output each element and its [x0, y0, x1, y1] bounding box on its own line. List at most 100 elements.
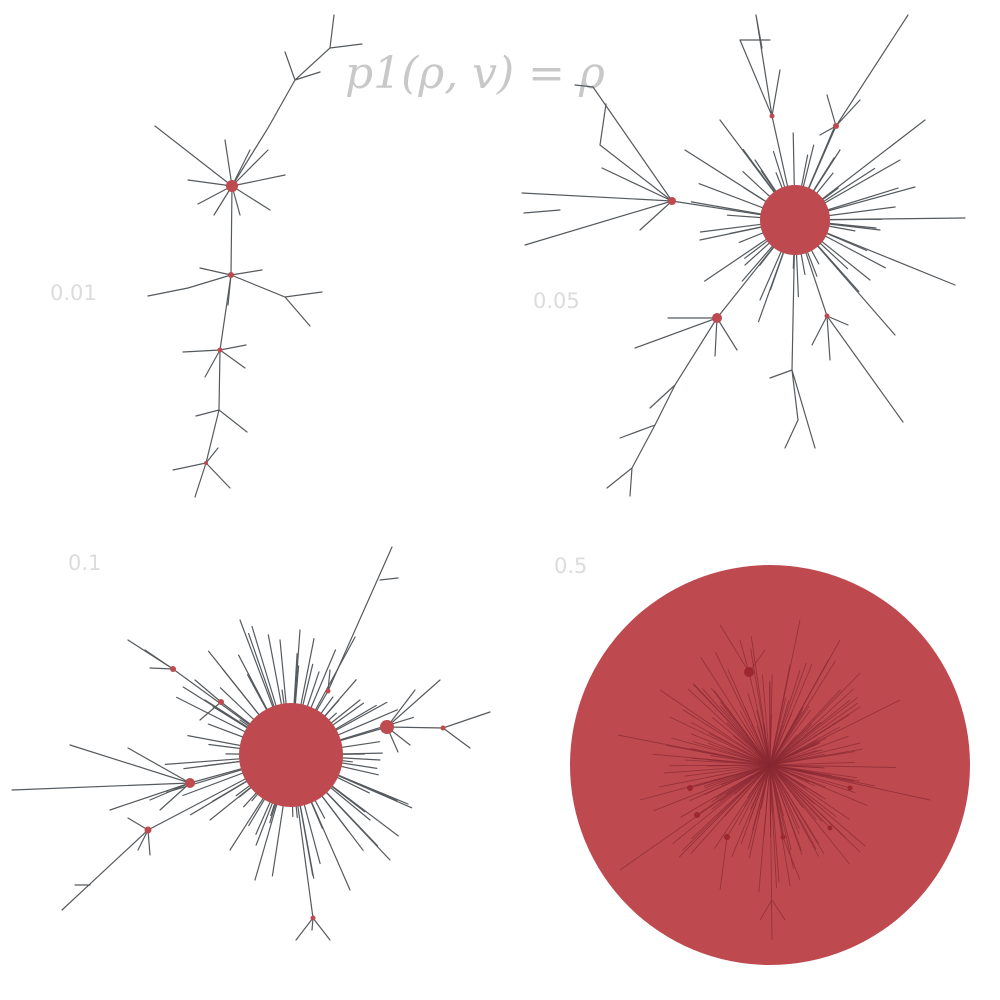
network-edge [756, 709, 771, 766]
network-panel-1 [147, 14, 363, 498]
network-edge [769, 697, 787, 766]
hub-node [833, 123, 839, 129]
network-edge [672, 764, 771, 845]
hub-node [724, 834, 730, 840]
network-edge [685, 759, 771, 766]
network-edge [695, 764, 771, 787]
network-edge [719, 764, 771, 802]
network-edge [769, 764, 856, 794]
hub-node [310, 915, 316, 921]
panel-label-3: 0.1 [68, 551, 101, 575]
hub-node [668, 197, 676, 205]
network-edge [761, 674, 771, 766]
network-edge [769, 764, 791, 887]
network-4-edges [617, 619, 931, 941]
network-edge [720, 701, 771, 766]
network-edge [739, 710, 771, 766]
hub-node [744, 667, 754, 677]
network-edge [769, 764, 784, 817]
network-edge [684, 764, 771, 777]
network-edge [724, 764, 771, 817]
network-edge [707, 764, 771, 767]
hub-node [694, 812, 700, 818]
panel-label-1: 0.01 [50, 281, 97, 305]
network-edge [769, 688, 855, 766]
hub-node [687, 785, 693, 791]
network-edge [769, 660, 836, 766]
hub-node [827, 825, 833, 831]
network-edge [769, 764, 850, 820]
network-edge [769, 764, 815, 805]
hub-node [170, 666, 176, 672]
network-edge [769, 764, 875, 787]
hub-node [380, 720, 394, 734]
network-edge [756, 725, 771, 766]
network-edge [769, 764, 825, 854]
network-edge [691, 722, 771, 766]
network-edge [715, 764, 771, 798]
network-edge [762, 723, 771, 766]
network-3-hubs [144, 666, 446, 921]
network-panel-2 [521, 14, 966, 497]
hub-node [228, 272, 234, 278]
hub-node [204, 461, 208, 465]
network-edge [769, 713, 793, 766]
network-edge [700, 657, 771, 766]
network-edge [769, 764, 820, 857]
network-panel-3 [11, 546, 491, 941]
network-edge [769, 664, 791, 766]
network-edge [769, 702, 859, 766]
network-edge [747, 764, 771, 850]
network-edge [712, 717, 771, 766]
network-edge [690, 748, 771, 766]
network-1-edges [147, 14, 363, 498]
hub-node [144, 826, 152, 834]
network-edge [769, 764, 804, 809]
network-edge [769, 764, 780, 883]
network-edge [769, 748, 863, 766]
network-edge [769, 764, 823, 823]
hub-node [218, 699, 224, 705]
network-edge [769, 764, 824, 769]
hub-node [847, 785, 853, 791]
network-edge [691, 733, 771, 766]
network-edge [692, 683, 771, 766]
network-edge [738, 764, 771, 826]
network-edge [750, 764, 771, 810]
network-edge [769, 674, 773, 766]
network-edge [769, 764, 823, 798]
network-edge [701, 688, 771, 766]
network-edge [769, 764, 868, 807]
network-1-hubs [204, 180, 238, 465]
network-edge [769, 764, 837, 818]
network-edge [769, 764, 817, 821]
network-edge [769, 662, 807, 766]
network-edge [769, 709, 811, 766]
core-cluster [760, 185, 830, 255]
network-edge [769, 764, 800, 835]
network-panel-4 [570, 565, 970, 965]
network-edge [769, 735, 849, 766]
network-edge [769, 764, 847, 839]
network-edge [682, 709, 771, 766]
hub-node [769, 113, 775, 119]
core-cluster [239, 703, 343, 807]
network-edge [769, 764, 772, 837]
network-edge [740, 764, 771, 844]
hub-node [780, 834, 786, 840]
panel-label-2: 0.05 [533, 289, 580, 313]
hub-node [325, 688, 331, 694]
hub-node [185, 778, 195, 788]
network-edge [692, 741, 771, 766]
network-edge [769, 672, 861, 766]
hub-node [226, 180, 238, 192]
network-edge [714, 651, 771, 766]
network-edge [671, 737, 771, 766]
network-edge [727, 668, 771, 766]
network-edge [769, 721, 822, 766]
network-edge [687, 688, 771, 766]
network-edge [769, 714, 850, 766]
hub-node [217, 347, 223, 353]
network-4-hubs [687, 667, 853, 840]
